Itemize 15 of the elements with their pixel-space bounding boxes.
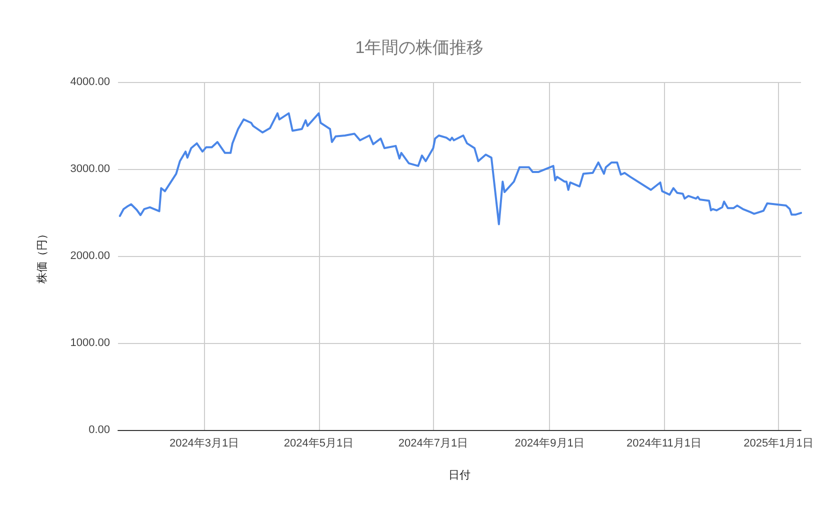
x-axis-title: 日付 (448, 470, 470, 482)
x-tick-label: 2024年7月1日 (398, 438, 468, 450)
x-tick-label: 2024年3月1日 (169, 438, 240, 450)
chart-title: 1年間の株価推移 (355, 38, 484, 57)
y-tick-label: 3000.00 (70, 163, 110, 175)
x-tick-label: 2024年5月1日 (284, 438, 354, 450)
x-tick-label: 2024年9月1日 (514, 438, 584, 450)
line-series (118, 112, 802, 226)
x-tick-label: 2025年1月1日 (744, 438, 814, 450)
y-axis-title: 株価（円） (36, 228, 48, 284)
y-tick-label: 2000.00 (70, 250, 110, 262)
x-tick-label: 2024年11月1日 (626, 438, 702, 450)
y-tick-label: 1000.00 (70, 337, 110, 349)
y-tick-label: 0.00 (88, 424, 110, 436)
y-tick-label: 4000.00 (70, 76, 110, 88)
